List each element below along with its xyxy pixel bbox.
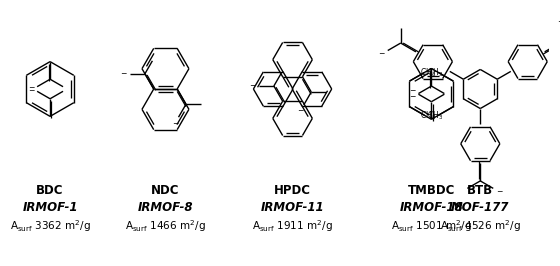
Text: −: − (249, 81, 255, 90)
Text: IRMOF-11: IRMOF-11 (261, 201, 324, 214)
Text: CH$_3$: CH$_3$ (420, 66, 436, 79)
Text: −: − (172, 119, 178, 128)
Text: −: − (557, 17, 560, 26)
Text: A$_{\mathregular{surf}}$ 1466 m$^2$/g: A$_{\mathregular{surf}}$ 1466 m$^2$/g (125, 218, 206, 234)
Text: A$_{\mathregular{surf}}$ 3362 m$^2$/g: A$_{\mathregular{surf}}$ 3362 m$^2$/g (10, 218, 91, 234)
Text: IRMOF-1: IRMOF-1 (22, 201, 78, 214)
Text: −: − (28, 83, 34, 92)
Text: A$_{\mathregular{surf}}$ 1911 m$^2$/g: A$_{\mathregular{surf}}$ 1911 m$^2$/g (252, 218, 333, 234)
Text: CH$_3$: CH$_3$ (427, 109, 443, 122)
Text: −: − (409, 93, 416, 101)
Text: BTB: BTB (467, 184, 493, 197)
Text: −: − (496, 187, 502, 196)
Text: IRMOF-8: IRMOF-8 (138, 201, 193, 214)
Text: −: − (28, 86, 34, 95)
Text: BDC: BDC (36, 184, 64, 197)
Text: NDC: NDC (151, 184, 180, 197)
Text: A$_{\mathregular{surf}}$ 1501 m$^2$/g: A$_{\mathregular{surf}}$ 1501 m$^2$/g (391, 218, 472, 234)
Text: CH$_3$: CH$_3$ (420, 109, 436, 122)
Text: IRMOF-18: IRMOF-18 (400, 201, 463, 214)
Text: −: − (297, 106, 304, 115)
Text: CH$_3$: CH$_3$ (427, 66, 443, 79)
Text: TMBDC: TMBDC (408, 184, 455, 197)
Text: −: − (379, 49, 385, 59)
Text: −: − (120, 69, 127, 78)
Text: −: − (409, 86, 416, 95)
Text: MOF-177: MOF-177 (451, 201, 510, 214)
Text: HPDC: HPDC (274, 184, 311, 197)
Text: A$_{\mathregular{surf}}$ 4526 m$^2$/g: A$_{\mathregular{surf}}$ 4526 m$^2$/g (440, 218, 521, 234)
